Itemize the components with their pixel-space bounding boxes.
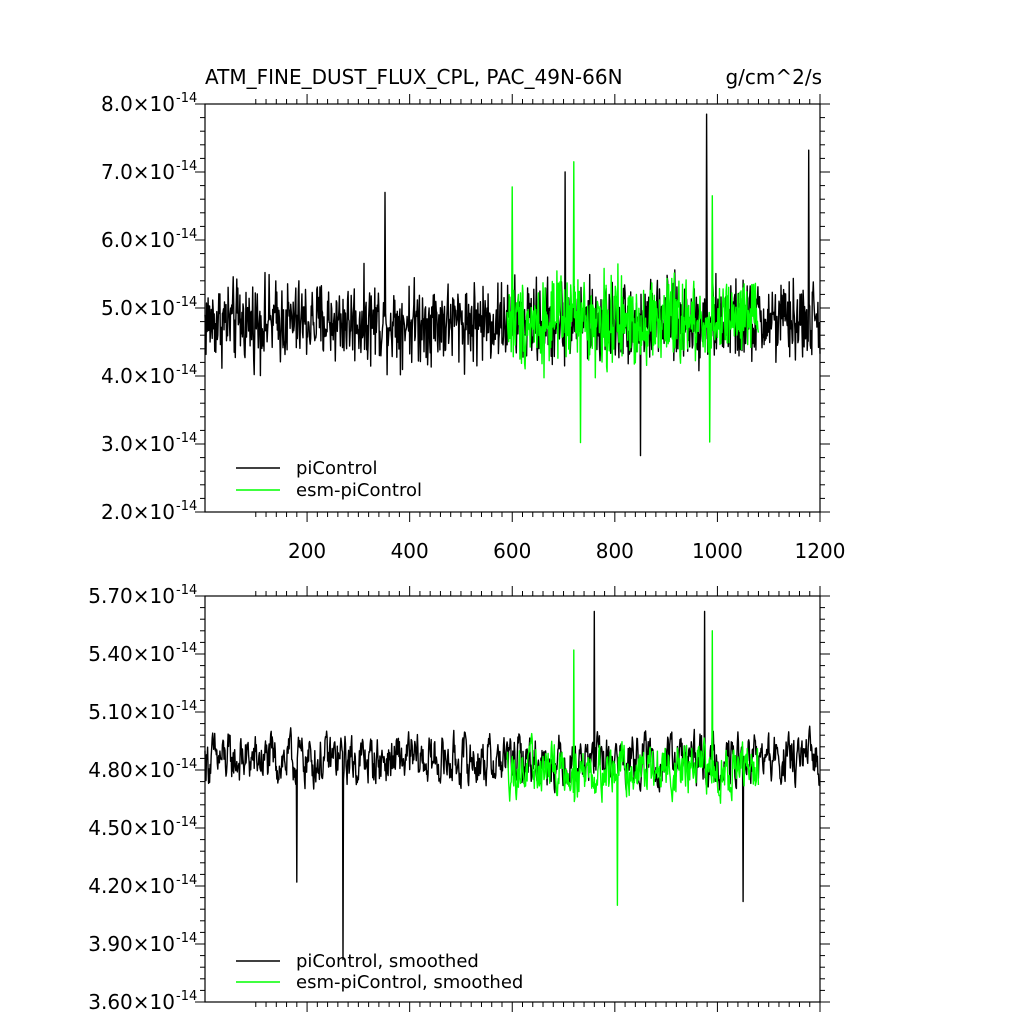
plot-frame	[204, 595, 821, 1003]
legend: piControl, smoothed esm-piControl, smoot…	[236, 951, 523, 993]
y-tick-label: 6.0×10	[101, 228, 175, 252]
x-tick-label: 1200	[795, 539, 846, 563]
axis-ticks	[195, 586, 830, 1012]
y-tick-label: 4.0×10	[101, 364, 175, 388]
y-tick-label: 4.20×10	[88, 874, 175, 898]
y-tick-label: 4.80×10	[88, 758, 175, 782]
legend-label-picontrol-smoothed: piControl, smoothed	[296, 951, 479, 972]
legend-label-picontrol: piControl	[296, 458, 378, 479]
plot-frame	[204, 103, 821, 513]
y-tick-exponent: -14	[176, 159, 197, 174]
x-tick-label: 200	[288, 539, 326, 563]
series-line-esm-picontrol-smoothed	[506, 630, 760, 906]
y-tick-exponent: -14	[176, 583, 197, 598]
y-tick-exponent: -14	[176, 295, 197, 310]
y-tick-exponent: -14	[176, 699, 197, 714]
y-tick-label: 8.0×10	[101, 92, 175, 116]
y-tick-label: 5.10×10	[88, 700, 175, 724]
x-tick-label: 600	[493, 539, 531, 563]
y-tick-exponent: -14	[176, 815, 197, 830]
y-tick-labels: 3.60×10 -143.90×10 -144.20×10 -144.50×10 -14…	[88, 583, 197, 1014]
y-tick-label: 3.90×10	[88, 932, 175, 956]
chart-bottom: 3.60×10 -143.90×10 -144.20×10 -144.50×10 -14…	[88, 583, 830, 1014]
y-tick-exponent: -14	[176, 873, 197, 888]
y-tick-exponent: -14	[176, 757, 197, 772]
y-tick-label: 5.70×10	[88, 584, 175, 608]
legend: piControl esm-piControl	[236, 458, 422, 501]
y-tick-label: 7.0×10	[101, 160, 175, 184]
x-tick-labels: 200 400 600 800 1000 1200	[288, 539, 845, 563]
y-tick-label: 5.40×10	[88, 642, 175, 666]
y-tick-label: 5.0×10	[101, 296, 175, 320]
y-tick-exponent: -14	[176, 641, 197, 656]
plot-lines	[204, 113, 821, 457]
y-tick-exponent: -14	[176, 931, 197, 946]
y-tick-label: 3.0×10	[101, 432, 175, 456]
y-tick-exponent: -14	[176, 431, 197, 446]
y-tick-exponent: -14	[176, 363, 197, 378]
x-tick-label: 1000	[692, 539, 743, 563]
y-tick-exponent: -14	[176, 91, 197, 106]
y-tick-label: 3.60×10	[88, 990, 175, 1014]
x-tick-label: 800	[596, 539, 634, 563]
x-tick-label: 400	[391, 539, 429, 563]
axis-ticks	[195, 94, 830, 522]
y-tick-label: 4.50×10	[88, 816, 175, 840]
y-tick-exponent: -14	[176, 227, 197, 242]
chart-title: ATM_FINE_DUST_FLUX_CPL, PAC_49N-66N	[205, 65, 623, 89]
legend-label-esm-picontrol-smoothed: esm-piControl, smoothed	[296, 972, 523, 993]
units-label: g/cm^2/s	[725, 65, 822, 89]
legend-label-esm-picontrol: esm-piControl	[296, 480, 422, 501]
y-tick-exponent: -14	[176, 989, 197, 1004]
plot-lines	[204, 610, 821, 961]
y-tick-labels: 2.0×10 -143.0×10 -144.0×10 -145.0×10 -146.0×…	[101, 91, 197, 524]
series-line-esm-picontrol	[506, 161, 760, 444]
y-tick-exponent: -14	[176, 499, 197, 514]
chart-top: ATM_FINE_DUST_FLUX_CPL, PAC_49N-66N g/cm…	[101, 65, 845, 563]
y-tick-label: 2.0×10	[101, 500, 175, 524]
